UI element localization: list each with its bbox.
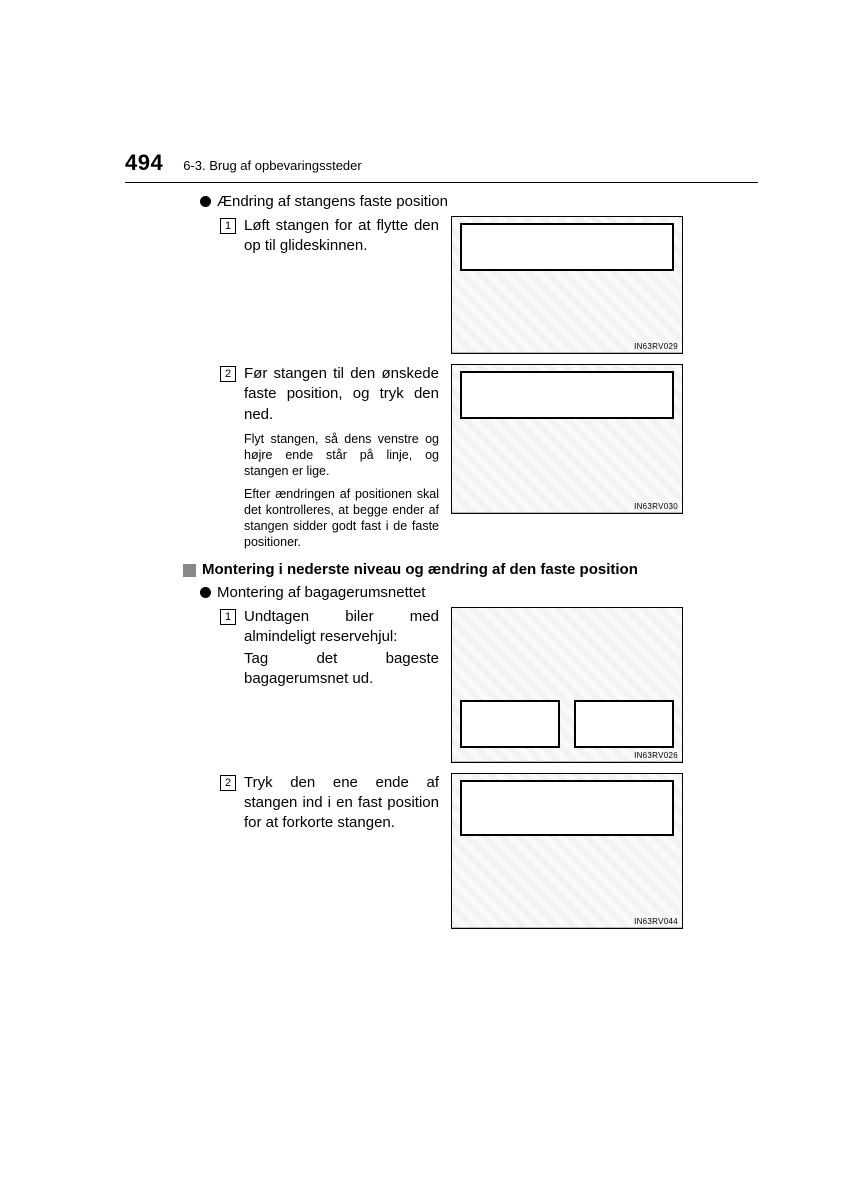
step-number-box: 2 xyxy=(220,775,236,791)
bullet-icon xyxy=(200,587,211,598)
step-2: 2 Før stangen til den ønskede faste posi… xyxy=(220,364,758,551)
square-bullet-icon xyxy=(183,564,196,577)
illustration-code: IN63RV044 xyxy=(634,917,678,926)
page-header: 494 6-3. Brug af opbevaringssteder xyxy=(125,150,758,176)
section-path: 6-3. Brug af opbevaringssteder xyxy=(183,158,362,173)
illustration-2: IN63RV030 xyxy=(451,364,683,514)
bullet-icon xyxy=(200,196,211,207)
illustration-code: IN63RV030 xyxy=(634,502,678,511)
step-number-box: 1 xyxy=(220,218,236,234)
illustration-4: IN63RV044 xyxy=(451,773,683,929)
inset-panel xyxy=(460,700,560,748)
sub-bullet-label: Montering af bagagerumsnettet xyxy=(217,584,425,601)
step-3: 1 Undtagen biler med almindeligt reserve… xyxy=(220,607,758,763)
section-heading-lower-mount: Montering i nederste niveau og ændring a… xyxy=(183,561,758,578)
section-heading-label: Montering i nederste niveau og ændring a… xyxy=(202,561,638,578)
step-number-box: 1 xyxy=(220,609,236,625)
header-rule xyxy=(125,182,758,183)
step-text: Tryk den ene ende af stangen ind i en fa… xyxy=(244,773,439,834)
sub-bullet-change-position: Ændring af stangens faste position xyxy=(200,193,758,210)
step-1: 1 Løft stangen for at flytte den op til … xyxy=(220,216,758,354)
illustration-1: IN63RV029 xyxy=(451,216,683,354)
step-text-column: Undtagen biler med almindeligt reservehj… xyxy=(244,607,439,690)
manual-page: 494 6-3. Brug af opbevaringssteder Ændri… xyxy=(0,0,848,1200)
step-text: Løft stangen for at flytte den op til gl… xyxy=(244,216,439,257)
sub-bullet-label: Ændring af stangens faste position xyxy=(217,193,448,210)
step-note: Flyt stangen, så dens venstre og højre e… xyxy=(244,431,439,480)
step-text-column: Løft stangen for at flytte den op til gl… xyxy=(244,216,439,257)
step-text: Undtagen biler med almindeligt reservehj… xyxy=(244,607,439,648)
sub-bullet-mount-net: Montering af bagagerumsnettet xyxy=(200,584,758,601)
inset-panel xyxy=(460,780,674,836)
illustration-code: IN63RV029 xyxy=(634,342,678,351)
step-4: 2 Tryk den ene ende af stangen ind i en … xyxy=(220,773,758,929)
inset-panel xyxy=(574,700,674,748)
illustration-3: IN63RV026 xyxy=(451,607,683,763)
inset-panel xyxy=(460,371,674,419)
step-number-box: 2 xyxy=(220,366,236,382)
step-text-column: Før stangen til den ønskede faste positi… xyxy=(244,364,439,551)
step-text-column: Tryk den ene ende af stangen ind i en fa… xyxy=(244,773,439,834)
step-text: Før stangen til den ønskede faste positi… xyxy=(244,364,439,425)
step-note: Efter ændringen af positionen skal det k… xyxy=(244,486,439,551)
inset-panel xyxy=(460,223,674,271)
illustration-code: IN63RV026 xyxy=(634,751,678,760)
page-number: 494 xyxy=(125,150,163,176)
step-text: Tag det bageste bagagerumsnet ud. xyxy=(244,649,439,690)
